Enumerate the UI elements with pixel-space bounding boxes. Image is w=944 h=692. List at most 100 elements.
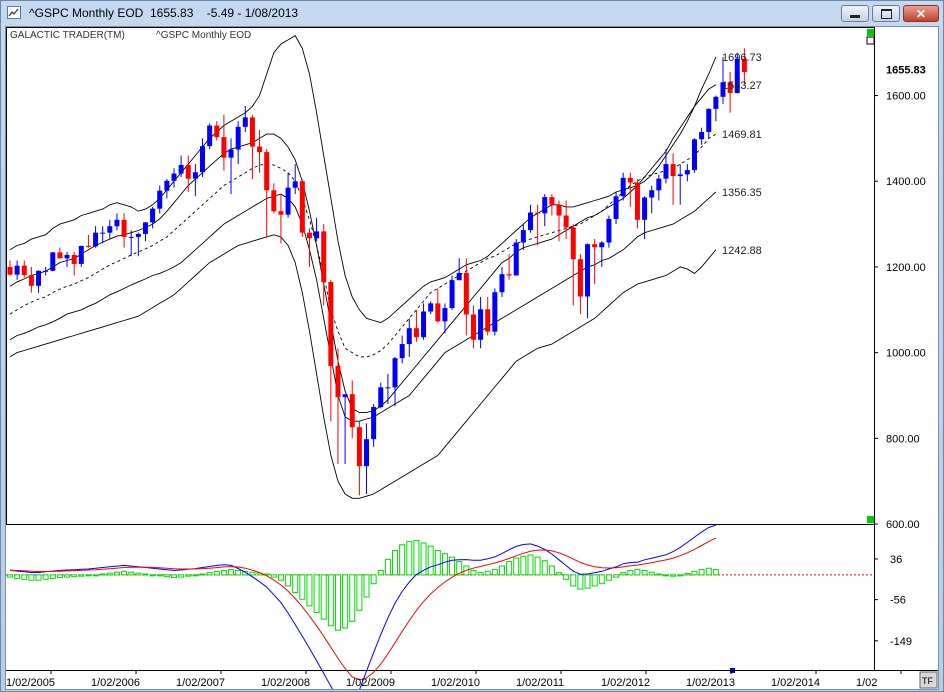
histogram-bar [14, 574, 21, 579]
candle-up [478, 309, 484, 340]
candle-up [520, 230, 526, 243]
candle-down [121, 219, 127, 237]
histogram-bar [220, 569, 227, 576]
minimize-button[interactable] [841, 5, 869, 22]
histogram-bar [691, 570, 698, 576]
histogram-bar [406, 541, 413, 576]
candle-up [64, 254, 70, 259]
candle-down [634, 182, 640, 220]
histogram-bar [228, 569, 235, 576]
histogram-bar [42, 574, 49, 580]
histogram-bar [313, 574, 320, 613]
candle-up [135, 233, 141, 237]
histogram-bar [598, 574, 605, 585]
candle-down [21, 265, 27, 276]
histogram-bar [163, 574, 170, 578]
candle-up [663, 164, 669, 179]
last-price-label: 1655.83 [886, 65, 926, 77]
x-tick-label: 1/02/2007 [176, 677, 225, 689]
minimize-icon [850, 14, 860, 18]
candle-up [50, 252, 56, 271]
candle-up [585, 244, 591, 297]
candle-up [677, 174, 683, 177]
close-icon: ✕ [915, 6, 927, 21]
histogram-bar [306, 574, 313, 607]
macd-line [9, 524, 717, 689]
histogram-bar [627, 569, 634, 576]
histogram-bar [456, 561, 463, 576]
histogram-bar [662, 574, 669, 577]
histogram-bar [527, 554, 534, 576]
candle-up [14, 265, 20, 275]
histogram-bar [591, 574, 598, 587]
candle-up [734, 58, 740, 93]
time-marker [730, 668, 735, 673]
x-tick-label: 1/02/2014 [771, 677, 820, 689]
histogram-bar [399, 544, 406, 576]
price-chart[interactable]: 1696.73 1583.27 1469.81 1356.35 1242.88 1600.… [6, 27, 938, 689]
histogram-bar [534, 556, 541, 576]
histogram-bar [677, 574, 684, 577]
candle-up [314, 231, 320, 239]
candle-up [392, 358, 398, 388]
close-button[interactable]: ✕ [903, 5, 939, 22]
histogram-bar [484, 570, 491, 576]
chart-area[interactable]: 1696.73 1583.27 1469.81 1356.35 1242.88 1600.… [5, 26, 939, 690]
histogram-bar [427, 545, 434, 576]
candle-up [613, 196, 619, 219]
histogram-bar [192, 574, 199, 577]
candle-up [142, 222, 148, 234]
tf-button[interactable] [919, 671, 938, 689]
top-marker[interactable] [867, 29, 874, 36]
candle-down [28, 275, 34, 286]
histogram-bar [570, 574, 577, 587]
histogram-bar [705, 567, 712, 576]
y-tick-label: 1000.00 [886, 348, 926, 360]
lock-marker[interactable] [866, 36, 875, 45]
title-bar[interactable]: ^GSPC Monthly EOD 1655.83 -5.49 - 1/08/2… [1, 1, 943, 25]
histogram-bar [92, 574, 99, 577]
price-panel[interactable] [6, 27, 875, 525]
candle-down [627, 177, 633, 183]
histogram-bar [185, 574, 192, 577]
chart-brand-label: GALACTIC TRADER(TM) [10, 30, 125, 41]
y-tick-label: 1200.00 [886, 262, 926, 274]
histogram-bar [441, 553, 448, 576]
histogram-bar [206, 572, 213, 576]
histogram-bar [498, 565, 505, 576]
candle-up [406, 328, 412, 345]
chart-symbol-label: ^GSPC Monthly EOD [156, 30, 252, 41]
histogram-bar [299, 574, 306, 600]
candle-up [691, 139, 697, 171]
histogram-bar [684, 573, 691, 576]
candle-up [36, 270, 42, 286]
candle-up [242, 117, 248, 127]
histogram-bar [270, 574, 277, 578]
histogram-bar [64, 574, 71, 578]
histogram-bar [21, 574, 28, 580]
candle-up [207, 125, 213, 147]
histogram-bar [363, 574, 370, 598]
candle-up [378, 387, 384, 408]
candle-down [7, 266, 13, 275]
histogram-bar [242, 570, 249, 576]
candle-down [506, 274, 512, 276]
maximize-button[interactable] [872, 5, 900, 22]
candle-up [456, 272, 462, 281]
band-line-5 [9, 234, 717, 499]
x-tick-label: 1/02/2012 [601, 677, 650, 689]
candle-down [299, 181, 305, 233]
candle-up [442, 308, 448, 322]
candle-up [599, 242, 605, 248]
candle-down [321, 231, 327, 282]
histogram-bar [113, 571, 120, 576]
x-tick-label: 1/02/2008 [261, 677, 310, 689]
candle-up [364, 439, 369, 467]
x-tick-label: 1/02 [856, 677, 877, 689]
bottom-marker[interactable] [867, 516, 874, 523]
x-tick-label: 1/02/2010 [431, 677, 480, 689]
restore-icon [880, 8, 892, 19]
candle-up [128, 236, 134, 238]
band-label: 1583.27 [722, 80, 762, 92]
histogram-bar [563, 574, 570, 580]
